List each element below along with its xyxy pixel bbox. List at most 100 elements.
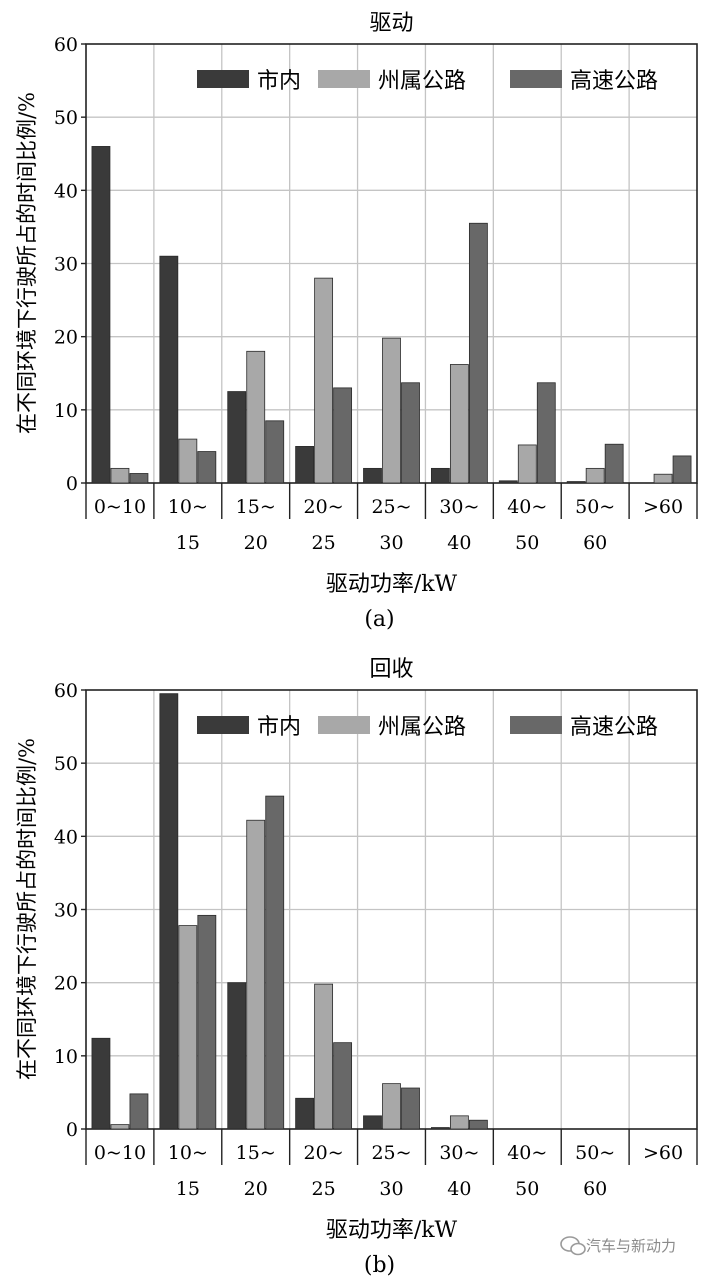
bar-s1-c1 (178, 438, 198, 484)
bar-s2-c0 (129, 1093, 149, 1130)
x-tick-label: 40~ (507, 1142, 547, 1164)
bar-s1-c2 (246, 350, 266, 484)
bar-s2-c7 (604, 443, 624, 484)
x-tick-label: 20 (244, 532, 268, 554)
x-tick-label: 25~ (371, 1142, 411, 1164)
bar-s0-c5 (430, 1127, 450, 1130)
bar-s2-c8 (672, 455, 692, 484)
y-axis: 0 10 20 30 40 50 60 (54, 34, 86, 495)
legend-swatch-2 (510, 716, 562, 734)
bar-s2-c0 (129, 473, 149, 484)
bar-s1-c6 (517, 444, 537, 484)
x-tick-label: 50 (515, 1178, 539, 1200)
x-axis-label: 驱动功率/kW (326, 1218, 458, 1243)
y-tick-label: 60 (54, 34, 78, 56)
x-tick-label: 20 (244, 1178, 268, 1200)
bar-s0-c1 (159, 255, 179, 484)
bar-s0-c4 (363, 467, 382, 484)
x-tick-label: 40~ (507, 496, 547, 518)
y-tick-label: 60 (54, 680, 78, 702)
x-tick-label: 20~ (304, 496, 344, 518)
bar-s2-c4 (401, 382, 420, 484)
bar-s2-c4 (401, 1087, 420, 1130)
bar-s1-c0 (110, 467, 130, 484)
legend-swatch-1 (318, 716, 370, 734)
y-axis: 0 10 20 30 40 50 60 (54, 680, 86, 1141)
y-axis-label: 在不同环境下行驶所占的时间比例/% (15, 738, 39, 1080)
bar-s1-c5 (449, 1115, 469, 1130)
x-tick-label: >60 (643, 1142, 683, 1164)
bar-s0-c5 (430, 467, 450, 484)
bar-s2-c2 (265, 795, 285, 1130)
bar-s1-c5 (449, 364, 469, 484)
x-tick-label: 10~ (168, 1142, 208, 1164)
y-tick-label: 40 (54, 180, 78, 202)
bar-s0-c0 (91, 146, 111, 484)
x-tick-label: 25~ (371, 496, 411, 518)
legend-swatch-2 (510, 70, 562, 88)
legend: 市内 州属公路 高速公路 (197, 715, 658, 740)
legend-label-2: 高速公路 (570, 715, 658, 740)
watermark: 汽车与新动力 (560, 1236, 676, 1256)
bar-s0-c0 (91, 1037, 111, 1130)
bar-s0-c6 (498, 480, 518, 484)
bar-s2-c3 (333, 387, 353, 484)
x-tick-label: 30~ (439, 496, 479, 518)
x-axis-label: 驱动功率/kW (326, 572, 458, 597)
legend-label-0: 市内 (257, 69, 301, 94)
legend-swatch-1 (318, 70, 370, 88)
chart-drive: 驱动 0 10 20 30 40 50 60 在不同环境下行驶所占的时间比例/% 0~10 10~ 1… (15, 11, 698, 632)
subfigure-label: (b) (364, 1253, 395, 1278)
legend-label-1: 州属公路 (378, 69, 466, 94)
y-tick-label: 10 (54, 400, 78, 422)
x-tick-label: 30 (379, 532, 403, 554)
legend-swatch-0 (197, 70, 249, 88)
x-tick-label: 60 (583, 1178, 607, 1200)
chart-title: 回收 (369, 657, 413, 682)
bar-s1-c4 (382, 1083, 401, 1130)
y-tick-label: 40 (54, 826, 78, 848)
x-tick-label: >60 (643, 496, 683, 518)
bar-s0-c2 (227, 982, 247, 1130)
y-tick-label: 20 (54, 327, 78, 349)
y-tick-label: 50 (54, 107, 78, 129)
y-tick-label: 30 (54, 900, 78, 922)
legend-label-2: 高速公路 (570, 69, 658, 94)
bar-s1-c7 (585, 467, 605, 484)
bar-s2-c1 (197, 451, 217, 484)
gridlines (86, 44, 697, 483)
y-tick-label: 0 (66, 473, 78, 495)
y-tick-label: 20 (54, 973, 78, 995)
bar-s0-c4 (363, 1115, 382, 1130)
x-tick-label: 25 (312, 532, 336, 554)
legend: 市内 州属公路 高速公路 (197, 69, 658, 94)
bar-s0-c1 (159, 693, 179, 1130)
bar-s0-c3 (295, 446, 315, 484)
bar-s0-c7 (566, 481, 586, 484)
x-tick-label: 40 (447, 532, 471, 554)
x-categories: 0~10 10~ 15 15~ 20 20~ 25 25~ 30 30~ 40 40~ 50 50~ 60 >… (85, 483, 698, 554)
x-tick-label: 60 (583, 532, 607, 554)
bar-s2-c3 (333, 1042, 353, 1130)
bar-s0-c3 (295, 1097, 315, 1130)
bar-s1-c3 (314, 277, 334, 484)
x-tick-label: 50~ (575, 1142, 615, 1164)
x-tick-label: 50~ (575, 496, 615, 518)
x-tick-label: 30 (379, 1178, 403, 1200)
watermark-text: 汽车与新动力 (586, 1237, 676, 1255)
y-tick-label: 0 (66, 1119, 78, 1141)
legend-label-0: 市内 (257, 715, 301, 740)
subfigure-label: (a) (364, 607, 394, 632)
bar-s1-c0 (110, 1124, 130, 1130)
bar-s2-c1 (197, 914, 217, 1130)
bars (91, 693, 488, 1130)
x-tick-label: 15 (176, 1178, 200, 1200)
x-tick-label: 15 (176, 532, 200, 554)
bar-s1-c1 (178, 925, 198, 1130)
x-tick-label: 20~ (304, 1142, 344, 1164)
bar-s2-c6 (536, 382, 556, 484)
x-tick-label: 0~10 (94, 1142, 146, 1164)
y-tick-label: 50 (54, 753, 78, 775)
y-axis-label: 在不同环境下行驶所占的时间比例/% (15, 92, 39, 434)
